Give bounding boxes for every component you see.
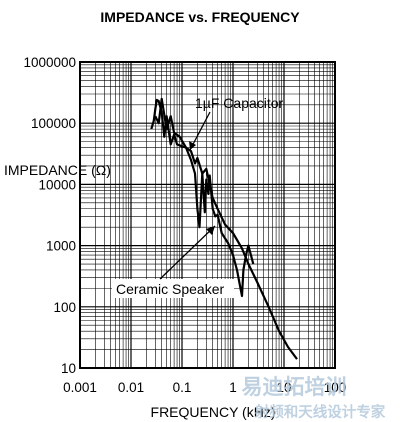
- y-tick-label: 1000: [46, 239, 76, 254]
- x-tick-label: 1: [229, 380, 237, 395]
- capacitor-leader-arrowhead: [189, 141, 196, 150]
- y-tick-label: 100: [53, 300, 76, 315]
- y-tick-label: 100000: [31, 116, 76, 131]
- plot-frame: [79, 61, 336, 369]
- speaker-leader-arrowhead: [206, 226, 215, 235]
- y-axis-label: IMPEDANCE (Ω): [4, 162, 111, 178]
- watermark-logo: 易迪拓培训 射频和天线设计专家: [242, 375, 386, 421]
- chart-title: IMPEDANCE vs. FREQUENCY: [100, 9, 300, 25]
- annotations: 1µF Capacitor Ceramic Speaker: [112, 95, 284, 298]
- speaker-annotation: Ceramic Speaker: [116, 281, 224, 297]
- y-tick-label: 1000000: [23, 55, 76, 70]
- tick-labels: 0.001 0.01 0.1 1 10 100 1000000 100000 10000 1000…: [23, 55, 346, 395]
- speaker-leader-line: [159, 225, 216, 280]
- x-tick-label: 10: [276, 380, 291, 395]
- speaker-line: [154, 97, 255, 298]
- x-tick-label: 100: [324, 380, 347, 395]
- x-tick-label: 0.1: [173, 380, 192, 395]
- y-tick-label: 10000: [38, 177, 76, 192]
- speaker-annotation-bg: [112, 279, 234, 298]
- watermark-main: 易迪拓培训: [242, 375, 347, 399]
- x-tick-label: 0.001: [63, 380, 97, 395]
- capacitor-annotation: 1µF Capacitor: [195, 95, 284, 111]
- series-lines: [150, 97, 298, 360]
- y-tick-label: 10: [61, 361, 76, 376]
- x-tick-label: 0.01: [118, 380, 144, 395]
- x-axis-label: FREQUENCY (kHz): [151, 404, 276, 420]
- watermark-sub: 射频和天线设计专家: [254, 403, 386, 421]
